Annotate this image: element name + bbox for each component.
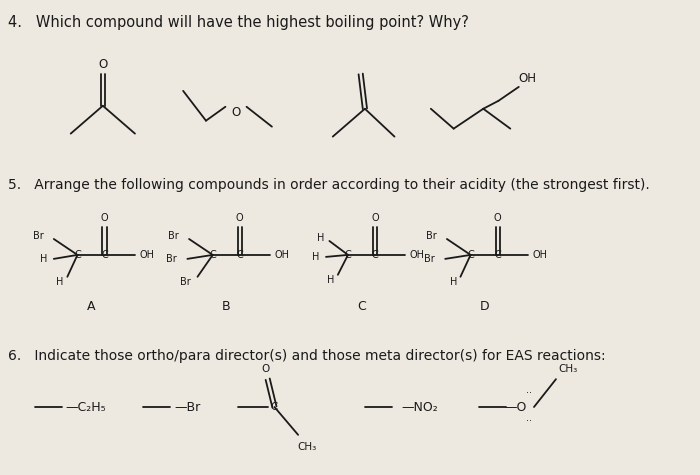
Text: Br: Br: [180, 277, 191, 287]
Text: Br: Br: [33, 231, 43, 241]
Text: A: A: [87, 300, 95, 313]
Text: C: C: [74, 250, 81, 260]
Text: OH: OH: [410, 250, 425, 260]
Text: ··: ··: [526, 388, 532, 398]
Text: ··: ··: [526, 416, 532, 426]
Text: OH: OH: [518, 72, 536, 86]
Text: C: C: [357, 300, 366, 313]
Text: Br: Br: [168, 231, 179, 241]
Text: O: O: [232, 106, 241, 119]
Text: O: O: [494, 213, 501, 223]
Text: O: O: [98, 57, 108, 70]
Text: Br: Br: [424, 254, 435, 264]
Text: C: C: [372, 250, 379, 260]
Text: B: B: [222, 300, 230, 313]
Text: 6.   Indicate those ortho/para director(s) and those meta director(s) for EAS re: 6. Indicate those ortho/para director(s)…: [8, 349, 606, 363]
Text: —Br: —Br: [174, 400, 200, 414]
Text: H: H: [56, 277, 63, 287]
Text: —C₂H₅: —C₂H₅: [66, 400, 106, 414]
Text: O: O: [371, 213, 379, 223]
Text: CH₃: CH₃: [558, 364, 577, 374]
Text: O: O: [101, 213, 108, 223]
Text: C: C: [467, 250, 474, 260]
Text: 4.   Which compound will have the highest boiling point? Why?: 4. Which compound will have the highest …: [8, 15, 469, 30]
Text: 5.   Arrange the following compounds in order according to their acidity (the st: 5. Arrange the following compounds in or…: [8, 178, 650, 192]
Text: C: C: [494, 250, 501, 260]
Text: C: C: [102, 250, 108, 260]
Text: O: O: [262, 364, 270, 374]
Text: Br: Br: [167, 254, 177, 264]
Text: C: C: [271, 402, 278, 412]
Text: OH: OH: [139, 250, 154, 260]
Text: Br: Br: [426, 231, 437, 241]
Text: C: C: [209, 250, 216, 260]
Text: CH₃: CH₃: [297, 442, 316, 452]
Text: H: H: [40, 254, 47, 264]
Text: C: C: [237, 250, 243, 260]
Text: —NO₂: —NO₂: [402, 400, 438, 414]
Text: OH: OH: [274, 250, 290, 260]
Text: H: H: [327, 275, 335, 285]
Text: H: H: [317, 233, 324, 243]
Text: C: C: [344, 250, 351, 260]
Text: O: O: [236, 213, 244, 223]
Text: OH: OH: [533, 250, 547, 260]
Text: H: H: [449, 277, 457, 287]
Text: D: D: [480, 300, 489, 313]
Text: —O: —O: [504, 400, 526, 414]
Text: H: H: [312, 252, 319, 262]
